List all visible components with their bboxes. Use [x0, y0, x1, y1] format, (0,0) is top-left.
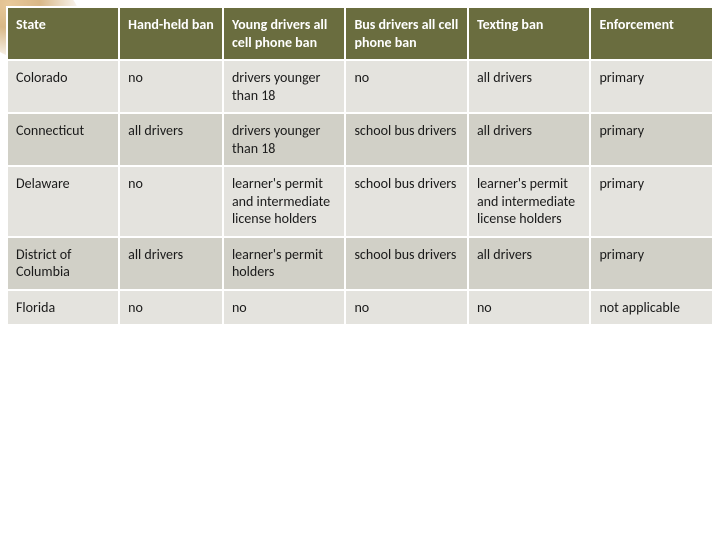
cell-handheld: no	[119, 60, 223, 113]
col-header-bus: Bus drivers all cell phone ban	[345, 7, 468, 60]
cell-handheld: no	[119, 290, 223, 326]
cell-state: Florida	[7, 290, 119, 326]
cell-bus: school bus drivers	[345, 237, 468, 290]
table-row: Delaware no learner's permit and interme…	[7, 166, 713, 237]
col-header-handheld: Hand-held ban	[119, 7, 223, 60]
cell-bus: no	[345, 60, 468, 113]
cell-young: drivers younger than 18	[223, 60, 346, 113]
cell-enforcement: primary	[590, 166, 713, 237]
table-container: State Hand-held ban Young drivers all ce…	[0, 0, 720, 332]
table-row: Connecticut all drivers drivers younger …	[7, 113, 713, 166]
cell-texting: learner's permit and intermediate licens…	[468, 166, 591, 237]
cell-young: learner's permit holders	[223, 237, 346, 290]
cell-state: Colorado	[7, 60, 119, 113]
cell-enforcement: not applicable	[590, 290, 713, 326]
cell-state: District of Columbia	[7, 237, 119, 290]
cell-bus: school bus drivers	[345, 166, 468, 237]
cell-handheld: all drivers	[119, 113, 223, 166]
cell-state: Connecticut	[7, 113, 119, 166]
table-row: Colorado no drivers younger than 18 no a…	[7, 60, 713, 113]
col-header-texting: Texting ban	[468, 7, 591, 60]
col-header-enforcement: Enforcement	[590, 7, 713, 60]
cell-young: drivers younger than 18	[223, 113, 346, 166]
table-header-row: State Hand-held ban Young drivers all ce…	[7, 7, 713, 60]
table-row: Florida no no no no not applicable	[7, 290, 713, 326]
table-row: District of Columbia all drivers learner…	[7, 237, 713, 290]
cell-bus: school bus drivers	[345, 113, 468, 166]
cell-handheld: all drivers	[119, 237, 223, 290]
col-header-state: State	[7, 7, 119, 60]
cell-texting: all drivers	[468, 113, 591, 166]
cell-bus: no	[345, 290, 468, 326]
cell-state: Delaware	[7, 166, 119, 237]
cell-enforcement: primary	[590, 60, 713, 113]
cell-young: learner's permit and intermediate licens…	[223, 166, 346, 237]
cell-handheld: no	[119, 166, 223, 237]
cell-texting: all drivers	[468, 60, 591, 113]
cell-enforcement: primary	[590, 237, 713, 290]
cell-enforcement: primary	[590, 113, 713, 166]
cell-young: no	[223, 290, 346, 326]
col-header-young: Young drivers all cell phone ban	[223, 7, 346, 60]
cell-texting: no	[468, 290, 591, 326]
laws-table: State Hand-held ban Young drivers all ce…	[6, 6, 714, 326]
cell-texting: all drivers	[468, 237, 591, 290]
